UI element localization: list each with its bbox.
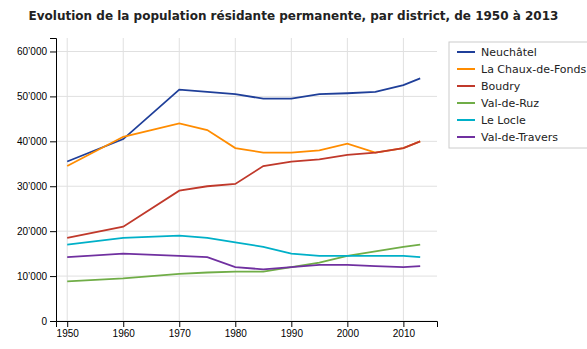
y-axis-line [50,39,57,322]
y-tick-label: 50’000 [17,91,47,102]
chart-container: 1950 1960 1970 1980 1990 2000 2010 0 10’000 20’00… [0,0,587,349]
grid-line-x [403,38,404,321]
legend: Neuchâtel La Chaux-de-Fonds Boudry Val-de-R… [449,42,587,148]
x-tick-label: 1960 [113,328,136,339]
y-tick-mark [50,276,56,277]
x-tick-mark [67,321,68,327]
x-axis-line [57,322,438,328]
y-tick: 40’000 [17,136,56,147]
y-tick-label: 20’000 [17,226,47,237]
y-tick: 30’000 [17,181,56,192]
grid-line-y [56,186,437,187]
y-tick-mark [50,96,56,97]
x-tick-label: 1990 [281,328,304,339]
y-tick-mark [50,51,56,52]
chart: 1950 1960 1970 1980 1990 2000 2010 0 10’000 20’00… [0,0,587,349]
legend-swatch [457,68,475,70]
grid-line-x [179,38,180,321]
legend-item: La Chaux-de-Fonds [457,63,587,76]
y-tick-mark [50,321,56,322]
x-tick-label: 2010 [393,328,416,339]
legend-label: Boudry [481,80,521,93]
x-tick-mark [123,321,124,327]
legend-swatch [457,51,475,53]
grid-line-y [56,51,437,52]
legend-item: Val-de-Ruz [457,97,539,110]
series-line [67,245,420,282]
legend-swatch [457,85,475,87]
y-tick-label: 40’000 [17,136,47,147]
legend-swatch [457,136,475,138]
legend-label: Le Locle [481,114,526,127]
x-tick-mark [235,321,236,327]
y-tick-mark [50,141,56,142]
x-tick: 1970 [169,321,192,339]
series-group [67,78,420,281]
x-tick-mark [291,321,292,327]
grid-line-x [347,38,348,321]
legend-label: Val-de-Ruz [481,97,539,110]
y-tick-label: 30’000 [17,181,47,192]
title: Evolution de la population résidante per… [29,9,559,23]
grid-line-x [291,38,292,321]
grid-line-y [56,231,437,232]
y-tick: 60’000 [17,46,56,57]
x-tick: 1950 [57,321,80,339]
x-tick-label: 1980 [225,328,248,339]
legend-swatch [457,119,475,121]
x-tick: 2000 [337,321,360,339]
grid-line-y [56,276,437,277]
legend-item: Boudry [457,80,521,93]
x-tick: 1960 [113,321,136,339]
x-tick-label: 2000 [337,328,360,339]
series-line [67,141,420,238]
y-tick-label: 10’000 [17,271,47,282]
legend-item: Val-de-Travers [457,131,558,144]
y-tick-mark [50,186,56,187]
grid-line-x [67,38,68,321]
series-line [67,254,420,270]
legend-label: La Chaux-de-Fonds [481,63,587,76]
y-tick-label: 60’000 [17,46,47,57]
y-axis: 0 10’000 20’000 30’000 40’000 50’000 60’000 [17,39,57,327]
legend-item: Neuchâtel [457,46,537,59]
x-tick-mark [347,321,348,327]
legend-label: Val-de-Travers [481,131,558,144]
x-tick-mark [179,321,180,327]
y-tick: 0 [41,316,56,327]
legend-swatch [457,102,475,104]
x-tick: 1990 [281,321,304,339]
legend-frame [449,42,587,148]
grid-line-x [235,38,236,321]
y-tick: 20’000 [17,226,56,237]
x-tick: 2010 [393,321,416,339]
x-tick: 1980 [225,321,248,339]
legend-label: Neuchâtel [481,46,537,59]
x-tick-label: 1950 [57,328,80,339]
y-tick: 10’000 [17,271,56,282]
x-axis: 1950 1960 1970 1980 1990 2000 2010 [57,321,438,339]
y-tick-mark [50,231,56,232]
x-tick-mark [403,321,404,327]
y-tick: 50’000 [17,91,56,102]
plot: 1950 1960 1970 1980 1990 2000 2010 0 10’000 20’00… [17,38,438,339]
y-tick-label: 0 [41,316,47,327]
grid [56,38,437,321]
series-line [67,123,420,166]
legend-item: Le Locle [457,114,526,127]
x-tick-label: 1970 [169,328,192,339]
